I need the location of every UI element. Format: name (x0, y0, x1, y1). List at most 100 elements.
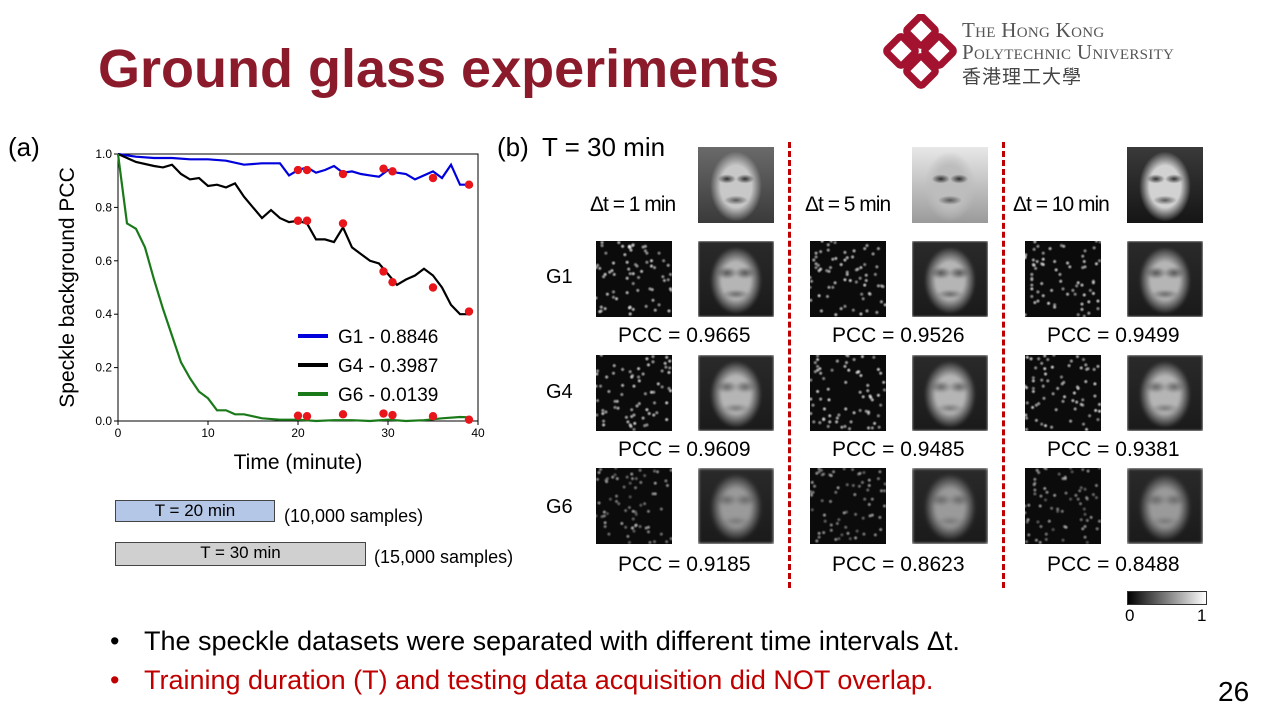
reconstructed-face-image (1127, 355, 1203, 431)
pcc-value: PCC = 0.9609 (618, 438, 751, 461)
colorbar (1127, 591, 1207, 605)
series-line (116, 153, 470, 423)
reconstructed-face-image (1127, 241, 1203, 317)
x-tick-label: 40 (471, 426, 485, 440)
reconstructed-face-image (698, 241, 774, 317)
pcc-value: PCC = 0.8488 (1047, 553, 1180, 576)
data-point-marker (379, 409, 388, 418)
reconstructed-face-render (1127, 241, 1203, 317)
reconstructed-face-render (912, 468, 988, 544)
legend-label: G4 - 0.3987 (338, 356, 438, 377)
reconstructed-face-render (912, 355, 988, 431)
data-point-marker (428, 411, 438, 421)
x-axis-label: Time (minute) (234, 451, 363, 474)
data-point-marker (302, 216, 312, 225)
row-label-g1: G1 (546, 266, 573, 288)
y-tick-label: 0.6 (95, 254, 112, 268)
y-tick-label: 0.2 (95, 361, 112, 375)
university-name-line1: The Hong Kong (962, 18, 1105, 42)
data-point-marker (428, 173, 438, 183)
data-point-marker (302, 411, 312, 421)
data-point-marker (293, 411, 303, 420)
polyu-logo (880, 13, 958, 92)
reconstructed-face-render (698, 241, 774, 317)
speckle-pattern-image (810, 468, 886, 544)
pcc-value: PCC = 0.9381 (1047, 438, 1180, 461)
ground-truth-image (1127, 147, 1203, 223)
bullet-dot: • (110, 626, 120, 656)
reconstructed-face-render (1127, 468, 1203, 544)
slide-title: Ground glass experiments (98, 39, 780, 99)
y-tick-label: 1.0 (95, 147, 112, 161)
reconstructed-face-image (912, 468, 988, 544)
data-point-marker (428, 283, 438, 292)
speckle-pattern-image (1025, 468, 1101, 544)
reconstructed-face-render (1127, 355, 1203, 431)
speckle-pattern-image (596, 355, 672, 431)
pcc-time-chart: 0 10 20 30 40 0.0 0.2 0.4 0.6 0.8 1.0 Time (minute)… (56, 147, 485, 474)
speckle-pattern-image (1025, 241, 1101, 317)
reconstructed-face-image (1127, 468, 1203, 544)
speckle-pattern-image (596, 241, 672, 317)
training-bar-30min: T = 30 min (115, 542, 366, 566)
bullet-item: • Training duration (T) and testing data … (110, 665, 933, 696)
colorbar-max-label: 1 (1197, 606, 1207, 625)
x-tick-label: 30 (381, 426, 395, 440)
data-point-marker (379, 267, 388, 276)
legend-label: G6 - 0.0139 (338, 385, 438, 406)
training-bar-label: T = 20 min (154, 501, 236, 520)
bullet-dot: • (110, 665, 120, 695)
x-tick-label: 10 (201, 426, 215, 440)
data-point-marker (464, 180, 474, 189)
training-bar-label: T = 30 min (200, 543, 281, 562)
data-point-marker (338, 410, 348, 419)
reconstructed-face-image (698, 468, 774, 544)
pcc-value: PCC = 0.8623 (832, 553, 965, 576)
dt-label: Δt = 5 min (805, 193, 891, 216)
pcc-value: PCC = 0.9665 (618, 324, 751, 347)
ground-truth-image (698, 147, 774, 223)
data-point-marker (379, 164, 388, 173)
reconstructed-face-render (912, 241, 988, 317)
training-samples-label: (15,000 samples) (374, 547, 514, 567)
data-point-marker (388, 410, 397, 420)
speckle-pattern-image (1025, 355, 1101, 431)
series-line (117, 152, 469, 186)
column-divider (1002, 142, 1005, 588)
row-label-g6: G6 (546, 496, 573, 518)
page-number: 26 (1218, 676, 1250, 707)
y-tick-label: 0.4 (95, 307, 112, 321)
polyu-logo-mark (883, 13, 957, 89)
reconstructed-face-render (698, 468, 774, 544)
speckle-pattern-image (810, 355, 886, 431)
university-name-chinese: 香港理工大學 (962, 67, 1083, 88)
x-tick-label: 20 (291, 426, 305, 440)
training-bar-20min: T = 20 min (115, 500, 275, 522)
pcc-value: PCC = 0.9485 (832, 438, 965, 461)
pcc-value: PCC = 0.9526 (832, 324, 965, 347)
bullet-text: Training duration (T) and testing data a… (144, 665, 934, 695)
data-point-marker (388, 277, 397, 287)
data-point-marker (388, 167, 397, 176)
panel-a-label: (a) (8, 132, 40, 162)
bullet-item: • The speckle datasets were separated wit… (110, 626, 960, 657)
data-point-marker (464, 307, 474, 316)
data-point-marker (338, 169, 348, 179)
bullet-text: The speckle datasets were separated with… (144, 626, 960, 656)
training-samples-label: (10,000 samples) (284, 506, 424, 526)
panel-b-label: (b) (497, 132, 529, 162)
dt-label: Δt = 10 min (1013, 193, 1110, 216)
pcc-value: PCC = 0.9499 (1047, 324, 1180, 347)
pcc-value: PCC = 0.9185 (618, 553, 751, 576)
university-name-line2: Polytechnic University (962, 40, 1175, 64)
legend-label: G1 - 0.8846 (338, 327, 438, 348)
data-point-marker (464, 415, 474, 424)
panel-b-heading: T = 30 min (542, 132, 666, 162)
reconstructed-face-image (912, 355, 988, 431)
speckle-pattern-image (596, 468, 672, 544)
speckle-pattern-image (810, 241, 886, 317)
y-tick-label: 0.8 (95, 200, 112, 214)
dt-label: Δt = 1 min (590, 193, 676, 216)
data-point-marker (338, 219, 348, 228)
ground-truth-image (912, 147, 988, 223)
